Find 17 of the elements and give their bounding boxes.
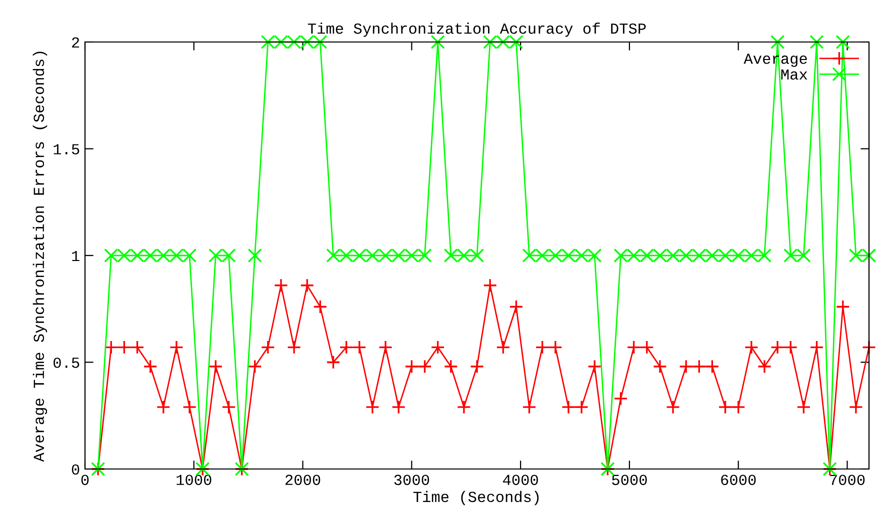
chart-title: Time Synchronization Accuracy of DTSP <box>308 22 646 37</box>
x-tick-label: 6000 <box>721 474 756 486</box>
x-tick-label: 1000 <box>176 474 212 486</box>
x-axis-title: Time (Seconds) <box>413 490 539 506</box>
x-tick-label: 4000 <box>502 474 538 486</box>
x-tick-label: 2000 <box>286 474 320 486</box>
x-tick-label: 3000 <box>394 474 430 486</box>
y-tick-label: 2 <box>72 37 80 48</box>
x-tick-label: 7000 <box>830 474 865 486</box>
legend-label: Max <box>781 69 808 80</box>
y-tick-label: 1 <box>72 250 80 262</box>
y-tick-label: 0 <box>72 464 80 475</box>
y-tick-label: 1.5 <box>54 144 80 154</box>
y-tick-label: 0.5 <box>54 358 80 368</box>
x-tick-label: 5000 <box>612 474 647 486</box>
x-tick-label: 0 <box>81 474 89 486</box>
y-axis-title: Average Time Synchronization Errors (Seconds) <box>32 52 48 462</box>
